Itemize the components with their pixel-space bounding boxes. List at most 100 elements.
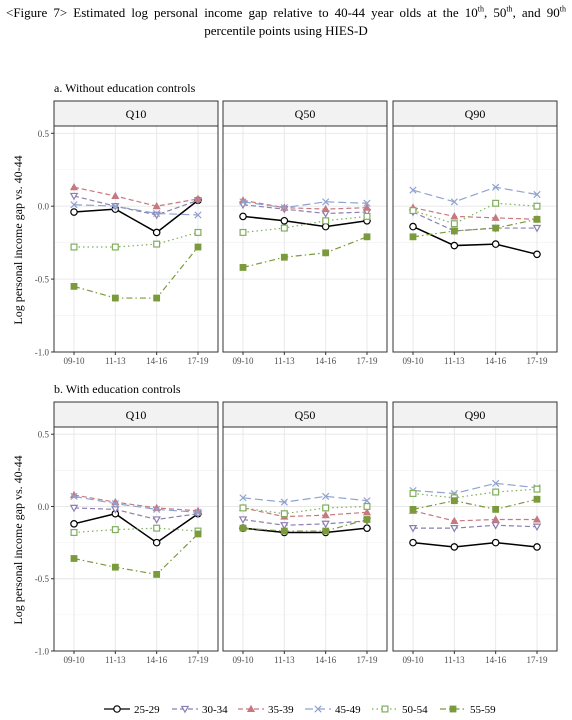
data-point	[491, 515, 500, 523]
data-point	[362, 203, 372, 211]
data-point	[491, 538, 500, 547]
data-point	[111, 506, 120, 514]
data-point	[238, 516, 248, 524]
data-point	[532, 515, 542, 523]
panel-strip	[53, 401, 219, 428]
series-35-39	[69, 183, 203, 210]
legend-item-30-34: 30-34	[172, 704, 228, 716]
data-point	[280, 522, 289, 530]
data-point	[153, 524, 161, 532]
data-point	[532, 224, 542, 233]
data-point	[152, 516, 161, 524]
panel-frame-top	[53, 426, 219, 652]
data-point	[409, 186, 417, 194]
data-point	[194, 211, 202, 219]
panel-frame-top	[222, 125, 388, 353]
legend-marker	[180, 705, 190, 714]
data-point	[363, 199, 371, 207]
y-axis-label: Log personal income gap vs. 40-44	[11, 155, 25, 324]
panel-frame	[222, 426, 388, 652]
data-point	[409, 538, 417, 547]
data-point	[450, 227, 458, 235]
legend-marker	[246, 704, 256, 713]
series-line	[242, 527, 368, 534]
data-point	[70, 243, 78, 251]
data-point	[194, 530, 202, 538]
data-point	[533, 190, 541, 199]
data-point	[533, 250, 541, 259]
legend-label: 55-59	[470, 704, 496, 716]
panel-strip	[222, 401, 388, 428]
data-point	[450, 516, 459, 524]
series-55-59	[239, 516, 371, 535]
data-point	[492, 488, 500, 496]
panel-title: Q10	[126, 107, 147, 121]
series-45-49	[70, 201, 202, 219]
panel-frame	[53, 426, 219, 652]
panel-frame	[392, 125, 558, 353]
data-point	[321, 510, 330, 519]
y-tick-label: 0.0	[38, 502, 50, 512]
series-line	[412, 218, 538, 238]
series-line	[412, 207, 538, 220]
data-point	[533, 215, 541, 223]
data-point	[70, 520, 78, 528]
panel-title: Q10	[126, 408, 147, 422]
series-55-59	[409, 215, 541, 241]
data-point	[69, 192, 79, 201]
data-point	[111, 191, 120, 200]
series-55-59	[70, 243, 202, 302]
data-point	[492, 224, 500, 232]
facet-a: a. Without education controls Log persona…	[11, 81, 558, 366]
series-line	[73, 186, 199, 207]
data-point	[492, 505, 500, 513]
y-tick-label: 0.5	[38, 129, 50, 139]
panel-frame	[222, 125, 388, 353]
data-point	[533, 495, 541, 503]
data-point	[70, 555, 78, 562]
legend-item-35-39: 35-39	[238, 704, 294, 716]
x-tick-label: 17-19	[357, 655, 378, 665]
x-tick-label: 09-10	[233, 356, 254, 366]
data-point	[152, 228, 161, 237]
x-tick-label: 14-16	[146, 356, 167, 366]
legend-label: 35-39	[268, 704, 294, 716]
series-55-59	[239, 233, 371, 271]
series-50-54	[239, 502, 371, 518]
legend-item-25-29: 25-29	[104, 704, 160, 716]
data-point	[450, 497, 458, 505]
x-tick-label: 09-10	[64, 655, 85, 665]
data-point	[153, 505, 161, 513]
data-point	[280, 224, 288, 232]
series-line	[413, 524, 538, 529]
x-tick-label: 11-13	[274, 356, 295, 366]
x-tick-label: 11-13	[105, 356, 126, 366]
data-point	[450, 220, 458, 228]
data-point	[492, 183, 500, 191]
legend-item-45-49: 45-49	[305, 704, 361, 716]
panel-strip	[53, 100, 219, 127]
data-point	[409, 222, 417, 231]
panel-title: Q90	[465, 408, 486, 422]
series-50-54	[409, 199, 541, 228]
data-point	[280, 527, 288, 535]
data-point	[280, 204, 288, 212]
data-point	[491, 213, 500, 221]
x-tick-label: 17-19	[527, 655, 548, 665]
series-line	[242, 204, 368, 215]
panel-frame	[392, 426, 558, 652]
data-point	[450, 543, 459, 551]
series-55-59	[409, 495, 541, 513]
data-point	[321, 204, 330, 213]
x-tick-label: 14-16	[315, 655, 336, 665]
data-point	[450, 525, 459, 533]
data-point	[193, 194, 203, 202]
series-line	[412, 186, 538, 203]
data-point	[322, 492, 330, 500]
data-point	[70, 528, 78, 536]
panel-title: Q50	[295, 408, 316, 422]
series-line	[242, 495, 368, 503]
data-point	[491, 240, 500, 248]
data-point	[533, 543, 541, 551]
data-point	[111, 243, 119, 251]
